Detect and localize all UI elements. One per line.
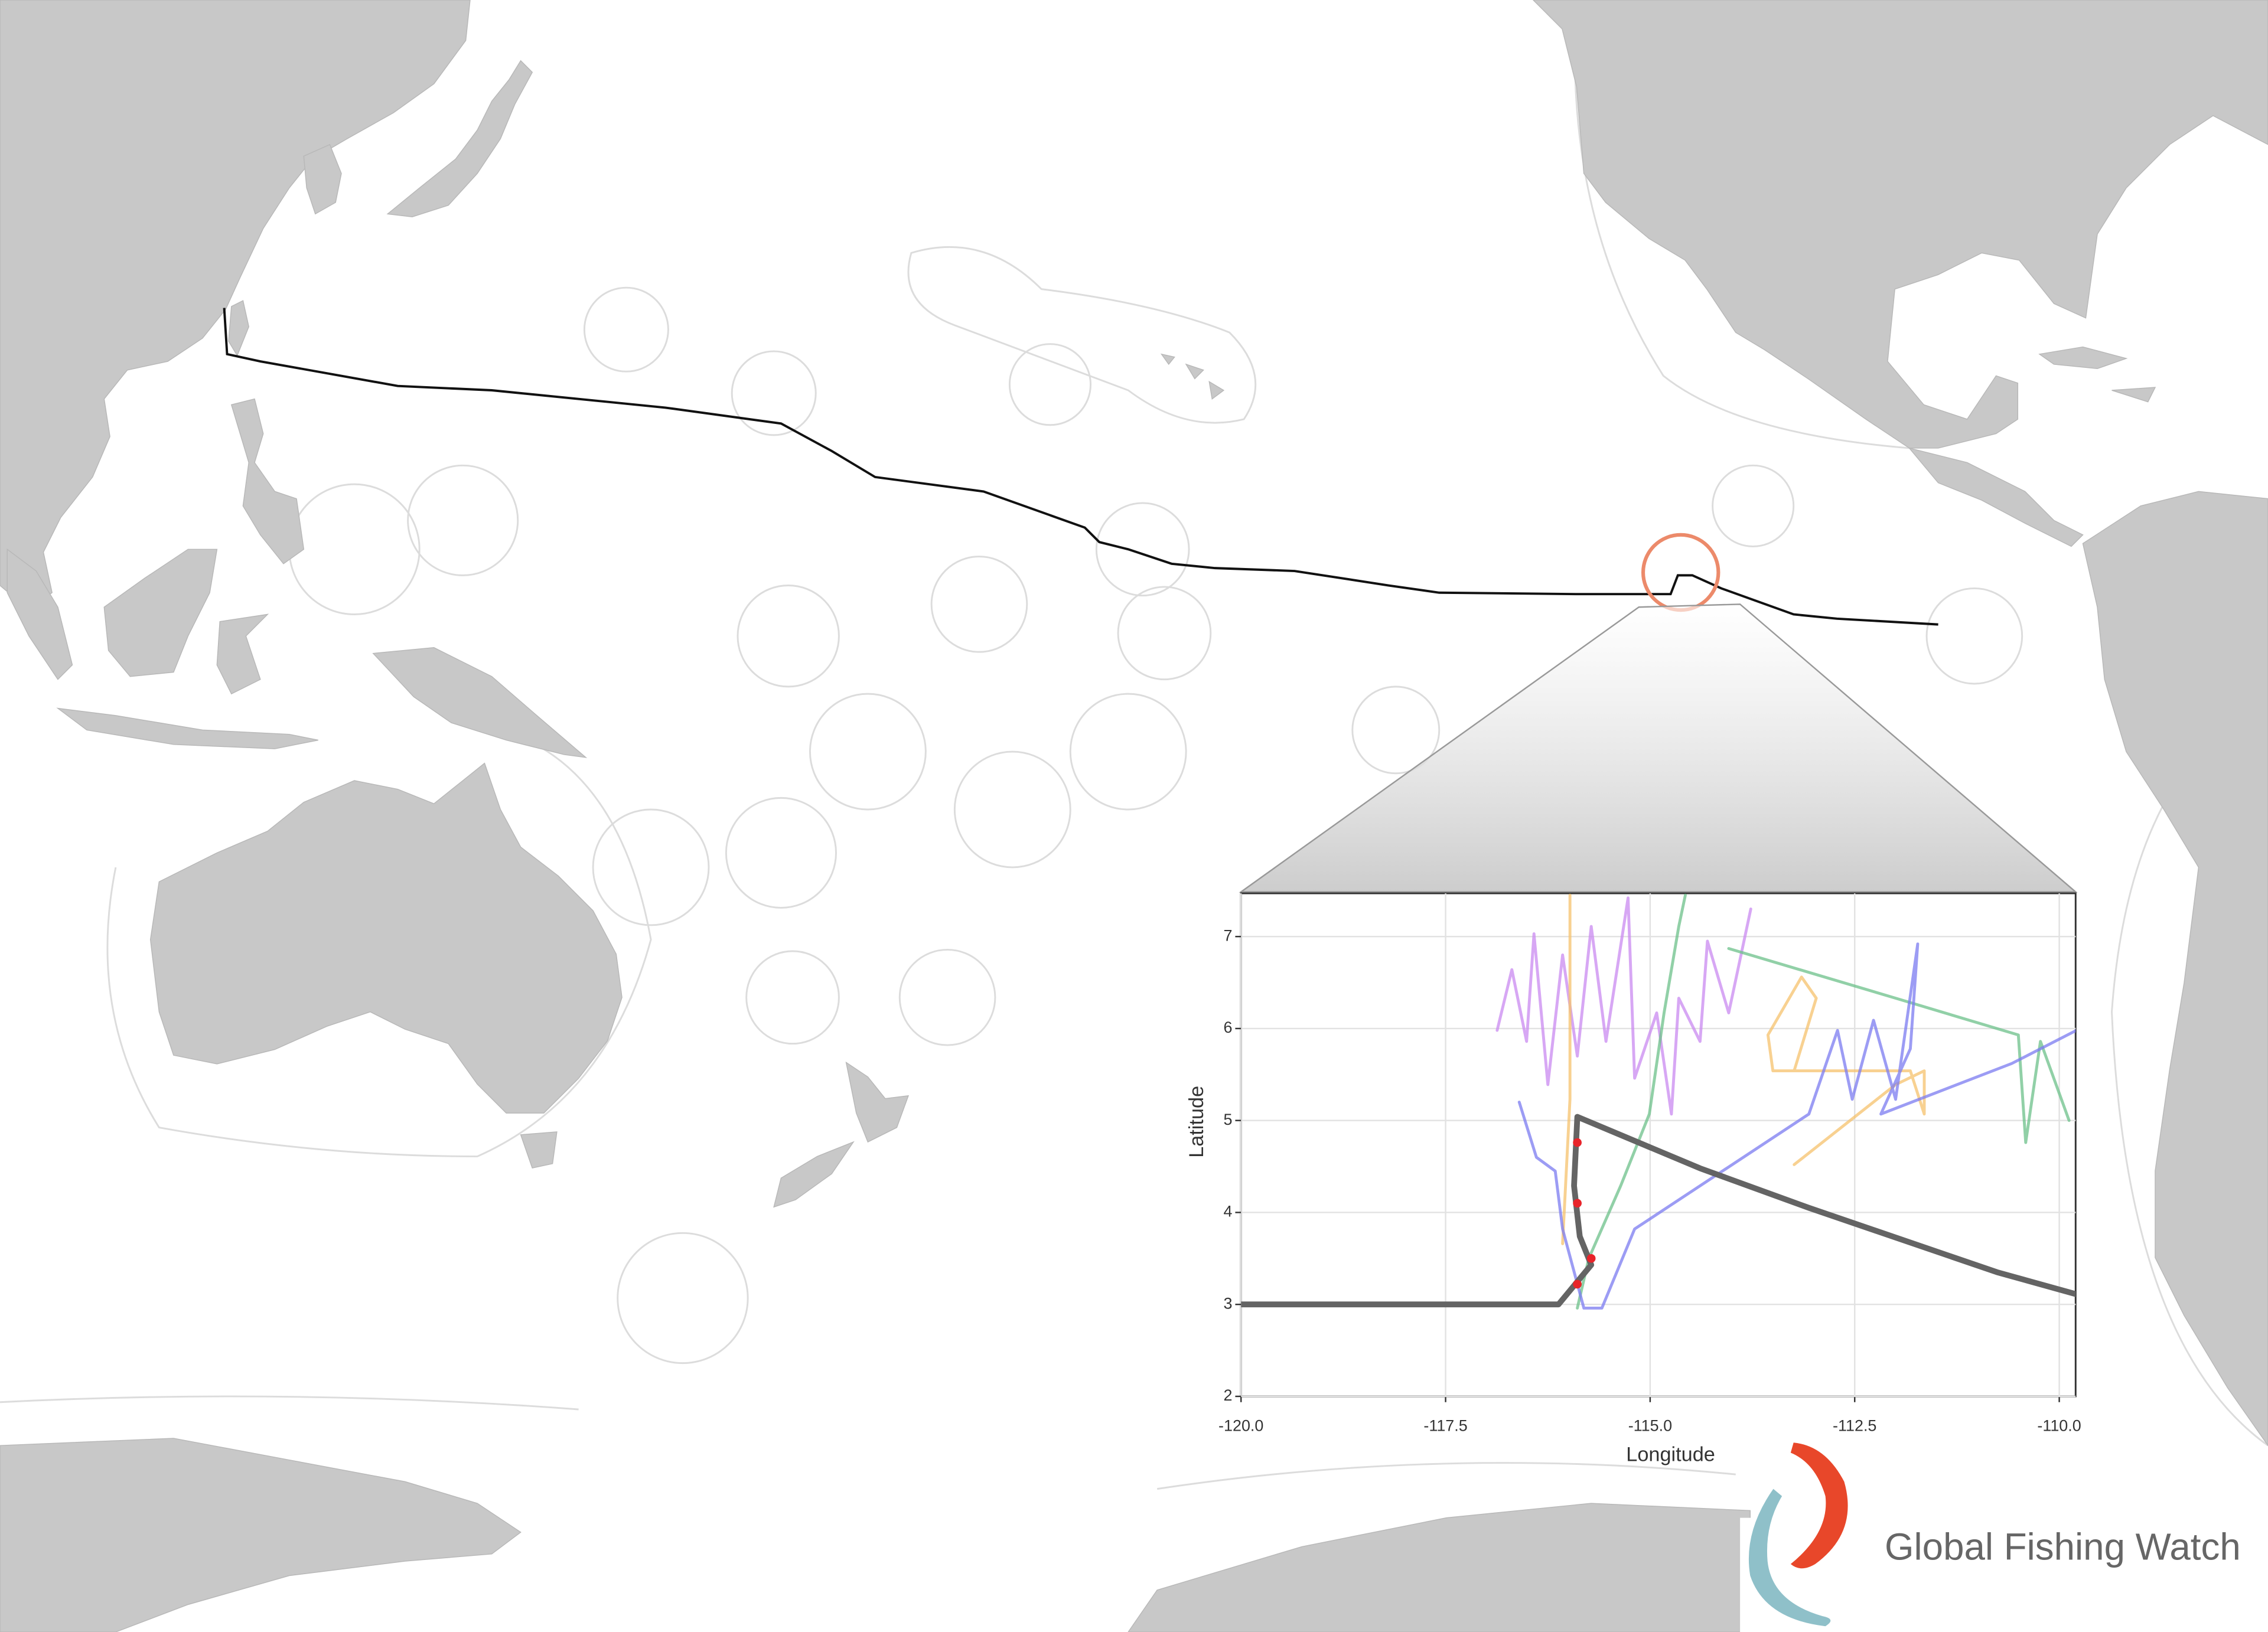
sumatra-java <box>6 548 318 749</box>
x-axis-label: Longitude <box>1626 1443 1715 1465</box>
hawaii <box>1160 353 1225 400</box>
borneo <box>103 549 218 677</box>
antarctica-west <box>0 1438 522 1632</box>
vessel-track <box>223 308 1938 626</box>
y-tick-label: 4 <box>1224 1203 1233 1220</box>
y-tick-label: 2 <box>1224 1386 1233 1404</box>
inset-background <box>1240 892 2077 1398</box>
central-america <box>1908 447 2084 547</box>
x-tick-label: -117.5 <box>1423 1416 1467 1434</box>
korea <box>303 143 342 215</box>
new-zealand <box>773 1061 910 1208</box>
y-tick-label: 5 <box>1224 1111 1233 1128</box>
south-america <box>2082 491 2268 1447</box>
inset-tracks <box>1241 893 2076 1310</box>
sulawesi <box>216 613 269 695</box>
new-guinea <box>372 647 588 758</box>
taiwan <box>228 300 249 357</box>
north-america <box>1532 0 2268 449</box>
y-axis-label: Latitude <box>1185 1086 1208 1158</box>
y-tick-label: 7 <box>1224 926 1233 944</box>
x-tick-label: -115.0 <box>1628 1416 1672 1434</box>
logo-text: Global Fishing Watch <box>1885 1526 2241 1568</box>
y-tick-label: 6 <box>1224 1019 1233 1036</box>
track-line <box>1495 896 1752 1116</box>
philippines <box>230 398 305 564</box>
eez-boundaries <box>0 0 2268 1490</box>
x-tick-label: -110.0 <box>2037 1416 2081 1434</box>
track-point <box>1573 1280 1582 1289</box>
track-point <box>1573 1138 1582 1147</box>
track-line <box>1561 893 1926 1245</box>
track-point <box>1586 1254 1596 1263</box>
track-line <box>1517 942 2076 1310</box>
asia <box>0 0 471 611</box>
x-tick-label: -112.5 <box>1833 1416 1876 1434</box>
x-tick-label: -120.0 <box>1218 1416 1263 1434</box>
caribbean <box>2038 346 2156 403</box>
track-point <box>1573 1199 1582 1208</box>
y-tick-label: 3 <box>1224 1294 1233 1312</box>
logo-mark <box>1748 1442 1848 1627</box>
australia <box>149 762 623 1114</box>
zoom-funnel <box>1239 603 2078 893</box>
tasmania <box>520 1131 558 1168</box>
japan <box>386 60 533 217</box>
